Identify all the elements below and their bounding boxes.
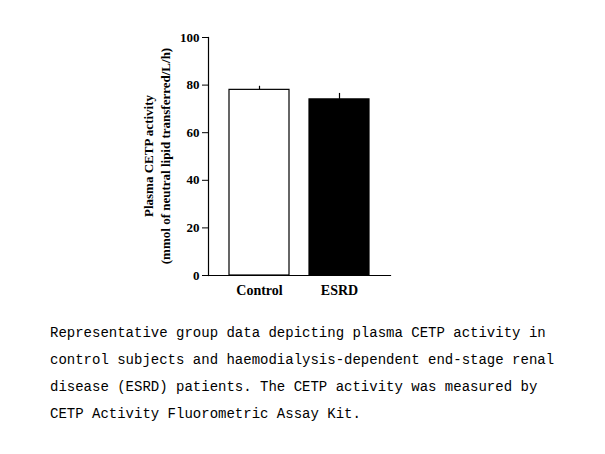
- svg-text:100: 100: [180, 30, 200, 45]
- html-text:Representative group data depi: Representative group data depicting plas…: [50, 325, 555, 422]
- html-text:Plasma CETP activity: Plasma CETP activity: [141, 95, 156, 217]
- svg-text:Control: Control: [236, 283, 283, 298]
- svg-text:60: 60: [187, 125, 200, 140]
- svg-text:0: 0: [193, 268, 200, 283]
- svg-text:80: 80: [187, 77, 200, 92]
- svg-text:ESRD: ESRD: [321, 283, 358, 298]
- svg-text:40: 40: [187, 172, 200, 187]
- svg-text:20: 20: [187, 220, 200, 235]
- html-text:(mmol of neutral lipid transfe: (mmol of neutral lipid transferred/L/h): [158, 47, 173, 265]
